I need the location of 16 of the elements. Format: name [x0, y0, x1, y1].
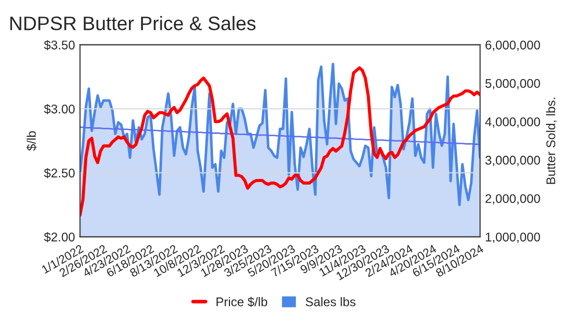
- y2-tick-label: 5,000,000: [485, 79, 540, 90]
- y2-tick-label: 6,000,000: [486, 40, 540, 51]
- y-tick-label: $3.50: [44, 40, 75, 50]
- legend-label: Sales lbs: [306, 297, 356, 306]
- line-series: [80, 126, 480, 145]
- y-tick-label: $2.50: [44, 168, 75, 178]
- y2-tick-label: 2,000,000: [486, 194, 540, 205]
- y-axis-title: $/lb: [26, 131, 37, 151]
- y2-tick-label: 1,000,000: [486, 232, 540, 243]
- y-tick-label: $2.00: [44, 232, 75, 242]
- legend-label: Price $/lb: [216, 296, 268, 308]
- y2-axis-title: Butter Sold, lbs.: [546, 98, 557, 184]
- y2-tick-label: 4,000,000: [485, 117, 540, 128]
- y-tick-label: $3.00: [44, 104, 75, 114]
- y2-tick-label: 3,000,000: [485, 156, 540, 166]
- chart-title: NDPSR Butter Price & Sales: [10, 16, 256, 30]
